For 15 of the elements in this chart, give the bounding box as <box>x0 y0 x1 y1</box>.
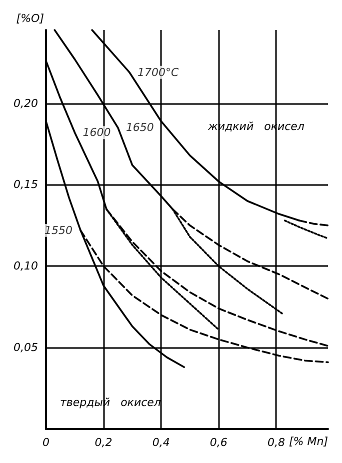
annotation: 1700°C <box>137 66 179 79</box>
annotation: 1550 <box>44 224 73 237</box>
y-tick-label: 0,10 <box>14 260 38 273</box>
y-tick-label: 0,15 <box>14 178 38 192</box>
annotation: 1600 <box>82 126 111 140</box>
x-tick-label: 0,8 <box>267 436 285 449</box>
x-tick-label: 0,4 <box>152 436 170 449</box>
x-tick-label: 0,6 <box>210 436 228 449</box>
x-axis-title: [% Mn] <box>289 435 328 448</box>
x-tick-label: 0 <box>42 436 50 449</box>
x-tick-label: 0,2 <box>94 436 112 449</box>
y-tick-label: 0,20 <box>14 96 38 110</box>
y-tick-label: 0,05 <box>14 341 38 354</box>
annotation: 1650 <box>126 121 154 134</box>
y-axis-title: [%O] <box>16 12 44 25</box>
